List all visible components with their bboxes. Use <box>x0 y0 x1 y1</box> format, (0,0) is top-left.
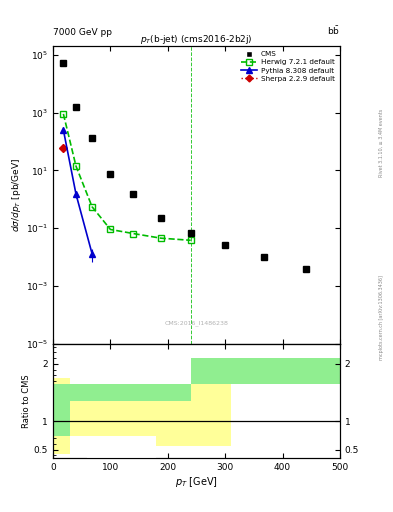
X-axis label: $p_T$ [GeV]: $p_T$ [GeV] <box>175 475 218 489</box>
Title: $p_T$(b-jet) (cms2016-2b2j): $p_T$(b-jet) (cms2016-2b2j) <box>140 33 253 46</box>
Text: mcplots.cern.ch [arXiv:1306.3436]: mcplots.cern.ch [arXiv:1306.3436] <box>379 275 384 360</box>
Text: 7000 GeV pp: 7000 GeV pp <box>53 28 112 37</box>
Text: b$\mathregular{\bar{b}}$: b$\mathregular{\bar{b}}$ <box>327 24 340 37</box>
Text: Rivet 3.1.10, ≥ 3.4M events: Rivet 3.1.10, ≥ 3.4M events <box>379 109 384 178</box>
Y-axis label: $d\sigma/dp_T$ [pb/GeV]: $d\sigma/dp_T$ [pb/GeV] <box>10 158 23 232</box>
Y-axis label: Ratio to CMS: Ratio to CMS <box>22 374 31 428</box>
Legend: CMS, Herwig 7.2.1 default, Pythia 8.308 default, Sherpa 2.2.9 default: CMS, Herwig 7.2.1 default, Pythia 8.308 … <box>239 48 338 85</box>
Text: CMS:2016_I1486238: CMS:2016_I1486238 <box>165 320 228 326</box>
